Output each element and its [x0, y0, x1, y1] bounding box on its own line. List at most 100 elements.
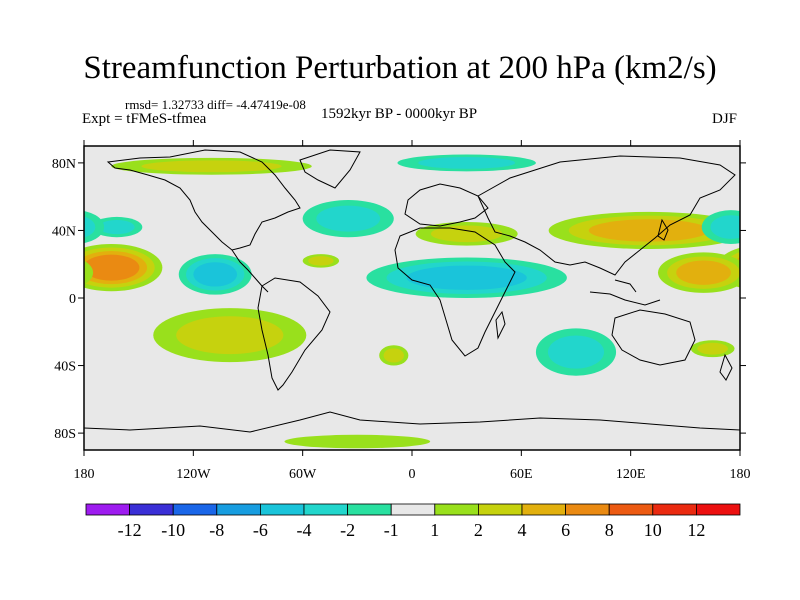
coast-madagascar [495, 310, 506, 340]
colorbar-label: -1 [384, 520, 399, 540]
coast-antarctica [84, 411, 740, 433]
colorbar-label: 1 [430, 520, 439, 540]
region-south-pacific-positive-band [176, 316, 284, 355]
colorbar-swatch [696, 503, 741, 516]
colorbar-label: -12 [118, 520, 142, 540]
colorbar-swatch [216, 503, 261, 516]
coast-south-america [257, 277, 331, 391]
region-arctic-negative-band [418, 156, 516, 169]
coast-north-america [106, 149, 301, 251]
lat-tick-label: 40N [52, 224, 76, 239]
axis-ticks: 80N 40N 0 40S 80S 180 120W 60W 0 60E 120E 180 [52, 140, 751, 482]
colorbar-swatch [608, 503, 654, 516]
region-nw-pacific-negative-band-wrap [84, 216, 96, 238]
region-north-atlantic-negative [302, 200, 394, 238]
period-label: 1592kyr BP - 0000kyr BP [321, 106, 478, 122]
region-nw-pacific-negative [84, 210, 740, 244]
season-label: DJF [712, 111, 738, 127]
colorbar-label: -4 [297, 520, 312, 540]
coast-japan [657, 218, 669, 241]
lon-tick-label: 120E [616, 467, 646, 482]
region-atlantic-positive [302, 254, 340, 268]
coast-greenland [299, 149, 361, 189]
lat-tick-label: 0 [69, 292, 76, 307]
colorbar-label: 12 [687, 520, 705, 540]
colorbar-label: -2 [340, 520, 355, 540]
region-west-pacific-positive-band-wrap [84, 260, 94, 285]
colorbar-label: 6 [561, 520, 570, 540]
region-north-pacific-positive [84, 243, 740, 292]
region-africa-india-negative-band [406, 265, 527, 290]
region-africa-india-negative [366, 257, 567, 298]
region-north-pacific-positive-band-wrap [731, 256, 740, 279]
experiment-label: Expt = tFMeS-tfmea [82, 111, 207, 127]
colorbar-swatch [390, 503, 436, 516]
region-north-pacific-positive-band [84, 254, 140, 281]
coastlines [84, 149, 740, 433]
coast-australia [611, 309, 696, 366]
map-plot-area: 80N 40N 0 40S 80S 180 120W 60W 0 60E 120E 180 [52, 140, 751, 482]
lon-tick-label: 180 [730, 467, 751, 482]
colorbar-swatch [652, 503, 697, 516]
region-south-atlantic-positive [379, 345, 409, 366]
region-south-pacific-minor-positive-band [697, 342, 728, 355]
region-nw-pacific-negative-band [710, 215, 740, 239]
colorbar-label: 10 [644, 520, 662, 540]
region-south-atlantic-positive-band [383, 348, 404, 363]
region-north-atlantic-negative-band [316, 205, 381, 232]
coast-asia [477, 155, 736, 276]
lon-tick-label: 120W [176, 467, 211, 482]
colorbar-swatch [172, 503, 218, 516]
lat-tick-label: 80S [54, 427, 76, 442]
region-west-pacific-positive-band [676, 260, 731, 285]
region-east-asia-positive [84, 211, 740, 250]
region-arctic-positive-band [111, 157, 312, 175]
region-central-pacific-negative [91, 216, 143, 238]
rmsd-stats: rmsd= 1.32733 diff= -4.47419e-08 [125, 97, 306, 112]
coast-central-america [231, 249, 269, 293]
colorbar-swatch [85, 503, 130, 516]
colorbar-label: 8 [605, 520, 614, 540]
region-east-pacific-negative [178, 254, 252, 295]
coast-europe [404, 183, 489, 227]
colorbar-label: -8 [209, 520, 224, 540]
colorbar-label: -10 [161, 520, 185, 540]
coast-africa [394, 227, 516, 357]
region-south-pacific-minor-positive [690, 340, 735, 358]
coast-new-zealand [719, 353, 733, 381]
region-south-pacific-positive [153, 308, 307, 363]
figure-title: Streamfunction Perturbation at 200 hPa (… [83, 50, 717, 86]
colorbar-swatch [129, 503, 174, 516]
colorbar-swatch [477, 503, 523, 516]
colorbar-swatch [521, 503, 566, 516]
lon-tick-label: 180 [74, 467, 95, 482]
region-central-pacific-negative-band [98, 219, 135, 235]
region-arctic-negative [397, 154, 536, 172]
field-layer [84, 154, 740, 449]
colorbar-label: 2 [474, 520, 483, 540]
colorbar-swatch [347, 503, 392, 516]
colorbar-swatch [565, 503, 610, 516]
region-east-pacific-negative-band [193, 262, 238, 287]
colorbar-swatch [303, 503, 348, 516]
region-indian-ocean-negative [535, 328, 617, 376]
coast-indonesia [589, 279, 661, 306]
region-arctic-positive-band-band [141, 160, 282, 173]
colorbar-label: 4 [518, 520, 527, 540]
lat-tick-label: 40S [54, 360, 76, 375]
lon-tick-label: 0 [409, 467, 416, 482]
colorbar-swatch [259, 503, 305, 516]
lon-tick-label: 60E [510, 467, 533, 482]
lon-tick-label: 60W [289, 467, 317, 482]
region-indian-ocean-negative-band [547, 335, 605, 369]
region-north-pacific-positive-band-wrap [739, 264, 740, 271]
region-west-pacific-positive [84, 252, 740, 293]
colorbar: -12 -10 -8 -6 -4 -2 -1 1 2 4 6 8 10 12 [85, 503, 741, 540]
region-east-asia-positive-band [588, 219, 710, 242]
colorbar-label: -6 [253, 520, 268, 540]
region-antarctic-positive-band [284, 434, 431, 449]
colorbar-swatch [434, 503, 479, 516]
lat-tick-label: 80N [52, 157, 76, 172]
region-atlantic-positive-band [308, 256, 334, 266]
